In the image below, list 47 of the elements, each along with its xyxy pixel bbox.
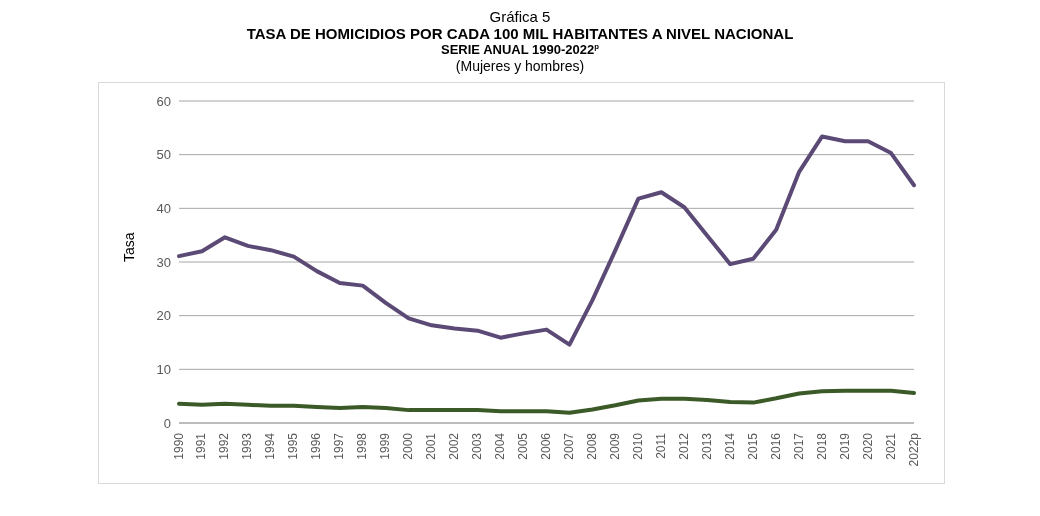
x-tick-label: 2005 [516,432,531,460]
x-tick-label: 2017 [791,432,806,460]
x-tick-label: 2007 [561,432,576,460]
y-tick-label: 40 [156,200,171,216]
x-tick-label: 1990 [171,432,186,460]
x-tick-label: 2004 [493,432,508,460]
x-tick-label: 2022p [906,432,921,467]
x-tick-label: 1996 [309,432,324,460]
line-series [177,134,916,347]
x-tick-label: 2006 [539,432,554,460]
x-tick-label: 1993 [240,432,255,460]
x-tick-label: 2015 [745,432,760,460]
x-tick-label: 1992 [217,432,232,460]
x-tick-label: 2012 [676,432,691,460]
y-tick-label: 60 [156,93,171,109]
y-axis-title: Tasa [120,232,137,262]
x-tick-label: 2016 [768,432,783,460]
text: Gráfica 5 [488,8,552,26]
x-tick-label: 2019 [837,432,852,460]
x-tick-label: 2011 [653,432,668,459]
chart-subtitle: SERIE ANUAL 1990-2022$^{p}$ [441,41,599,57]
x-tick-label: 2001 [424,432,439,460]
text: (Mujeres y hombres) [454,57,586,74]
x-tick-label: 2008 [584,432,599,460]
y-tick-label: 30 [156,254,171,270]
x-tick-label: 1997 [332,432,347,460]
chart-title: TASA DE HOMICIDIOS POR CADA 100 MIL HABITANTES A NIVEL NACIONAL [246,25,794,43]
x-tick-label: 2003 [470,432,485,460]
y-tick-label: 50 [156,147,171,163]
x-tick-label: 1999 [378,432,393,460]
x-tick-label: 1995 [286,432,301,460]
x-tick-label: 1991 [194,432,209,460]
x-tick-label: 2014 [722,432,737,460]
y-tick-label: 10 [156,361,171,377]
y-tick-label: 20 [156,308,171,324]
x-tick-label: 1994 [263,432,278,460]
x-tick-label: 2002 [447,432,462,460]
x-tick-label: 2010 [630,432,645,460]
x-tick-label: 2009 [607,432,622,460]
x-tick-label: 2020 [860,432,875,460]
x-tick-label: 1998 [355,432,370,460]
y-tick-label: 0 [163,415,171,431]
x-tick-label: 2021 [883,432,898,460]
line-series [177,388,916,415]
x-tick-label: 2013 [699,432,714,460]
x-tick-label: 2018 [814,432,829,460]
x-tick-label: 2000 [401,432,416,460]
